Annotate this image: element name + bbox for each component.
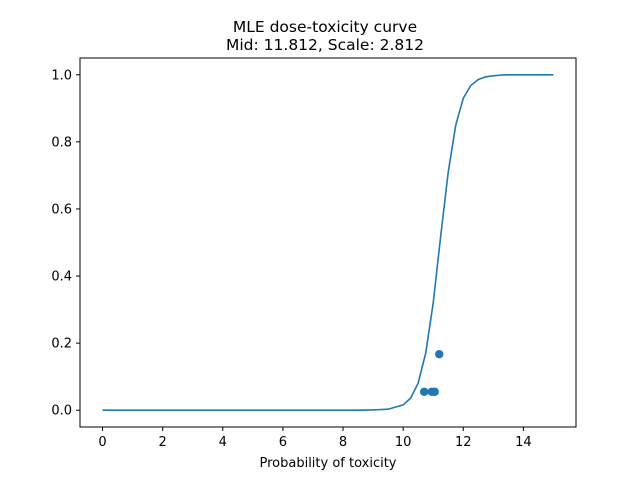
axes-frame	[79, 57, 577, 428]
x-tick-label: 12	[455, 435, 472, 450]
x-tick-label: 2	[159, 435, 167, 450]
y-tick-label: 0.0	[51, 404, 72, 419]
y-tick-label: 0.4	[51, 270, 72, 285]
y-tick-label: 0.8	[51, 135, 72, 150]
plot-area: 0 2 4 6 8 10 12 14 0.0 0.2 0.4 0.6 0.8 1.0	[51, 57, 577, 450]
x-tick-label: 0	[98, 435, 106, 450]
series-line	[102, 73, 554, 412]
x-tick-label: 6	[279, 435, 287, 450]
chart-subtitle: Mid: 11.812, Scale: 2.812	[226, 36, 424, 54]
data-point	[430, 387, 439, 396]
data-point	[419, 387, 429, 396]
chart-title: MLE dose-toxicity curve	[233, 18, 417, 36]
x-axis-label: Probability of toxicity	[259, 456, 396, 471]
x-tick-label: 14	[515, 435, 532, 450]
x-tick-label: 10	[395, 435, 412, 450]
x-tick-label: 4	[219, 435, 227, 450]
y-tick-label: 1.0	[51, 68, 72, 83]
x-tick-label: 8	[339, 435, 347, 450]
data-point	[435, 350, 444, 359]
y-tick-label: 0.2	[51, 337, 72, 352]
y-tick-label: 0.6	[51, 202, 72, 217]
